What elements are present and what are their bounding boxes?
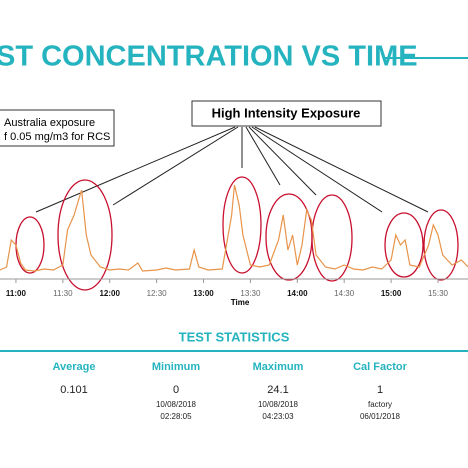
x-tick-label: 12:00 [99,289,120,298]
chart-title: ST CONCENTRATION VS TIME [0,41,418,73]
note-box [0,109,115,147]
stat-detail: factory [368,400,392,409]
annotation: High Intensity Exposure [212,105,361,120]
x-tick-label: 11:30 [53,289,73,298]
x-tick-label: 14:30 [334,289,355,298]
x-tick-label: 14:00 [287,289,308,298]
column-header: Cal Factor [353,361,408,373]
annotation: Australia exposure [4,117,95,129]
stat-detail: 10/08/2018 [258,400,299,409]
data-line [0,184,468,272]
stat-value: 1 [377,384,383,396]
x-tick-label: 13:00 [193,289,214,298]
annotation: f 0.05 mg/m3 for RCS [4,131,110,143]
stat-value: 0 [173,384,179,396]
stat-value: 24.1 [267,384,288,396]
stat-detail: 06/01/2018 [360,412,401,421]
x-tick-label: 15:30 [428,289,449,298]
column-header: Maximum [253,361,304,373]
x-tick-label: 11:00 [6,289,27,298]
table-title: TEST STATISTICS [179,329,290,344]
stats: Average 0.101 Minimum 0 10/08/2018 02:28:05 Ma… [52,361,407,421]
stat-detail: 04:23:03 [262,412,294,421]
column-header: Average [52,361,95,373]
x-tick-label: 15:00 [381,289,402,298]
stat-detail: 10/08/2018 [156,400,197,409]
x-tick-label: 12:30 [147,289,168,298]
plot: 11:00 11:30 12:00 12:30 13:00 13:30 14:00 14:30… [0,184,468,298]
stat-value: 0.101 [60,384,88,396]
callout-box [191,100,382,127]
x-tick-label: 13:30 [240,289,261,298]
stat-detail: 02:28:05 [160,412,192,421]
column-header: Minimum [152,361,200,373]
arrows [35,126,429,213]
x-axis-label: Time [231,298,250,307]
